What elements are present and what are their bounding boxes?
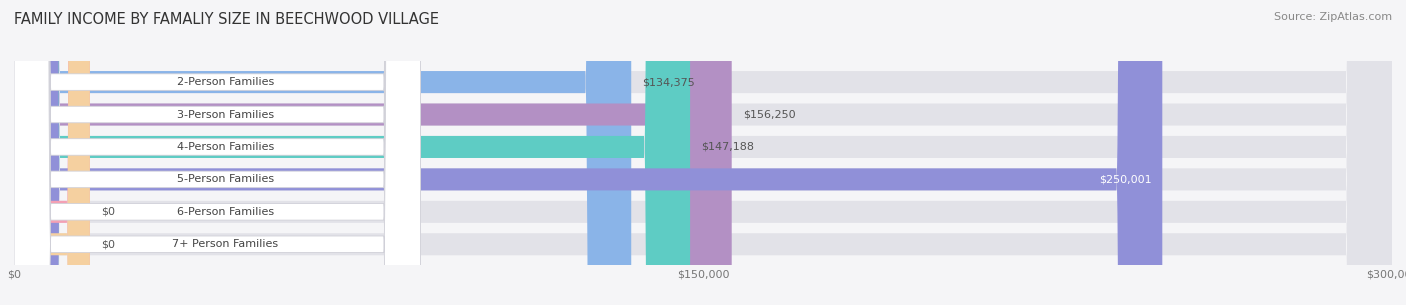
Text: 7+ Person Families: 7+ Person Families bbox=[173, 239, 278, 249]
FancyBboxPatch shape bbox=[14, 0, 731, 305]
FancyBboxPatch shape bbox=[14, 0, 1392, 305]
FancyBboxPatch shape bbox=[14, 0, 631, 305]
FancyBboxPatch shape bbox=[14, 0, 1163, 305]
Text: 5-Person Families: 5-Person Families bbox=[177, 174, 274, 185]
FancyBboxPatch shape bbox=[14, 0, 1392, 305]
FancyBboxPatch shape bbox=[14, 0, 420, 305]
FancyBboxPatch shape bbox=[14, 0, 1392, 305]
Text: $250,001: $250,001 bbox=[1098, 174, 1152, 185]
Text: Source: ZipAtlas.com: Source: ZipAtlas.com bbox=[1274, 12, 1392, 22]
Text: 2-Person Families: 2-Person Families bbox=[177, 77, 274, 87]
Text: $134,375: $134,375 bbox=[643, 77, 695, 87]
FancyBboxPatch shape bbox=[14, 0, 1392, 305]
Text: $156,250: $156,250 bbox=[742, 109, 796, 120]
FancyBboxPatch shape bbox=[14, 0, 90, 305]
FancyBboxPatch shape bbox=[14, 0, 90, 305]
Text: $0: $0 bbox=[101, 239, 115, 249]
FancyBboxPatch shape bbox=[14, 0, 690, 305]
FancyBboxPatch shape bbox=[14, 0, 420, 305]
FancyBboxPatch shape bbox=[14, 0, 1392, 305]
FancyBboxPatch shape bbox=[14, 0, 420, 305]
FancyBboxPatch shape bbox=[14, 0, 420, 305]
FancyBboxPatch shape bbox=[14, 0, 420, 305]
Text: $0: $0 bbox=[101, 207, 115, 217]
Text: 6-Person Families: 6-Person Families bbox=[177, 207, 274, 217]
Text: $147,188: $147,188 bbox=[702, 142, 754, 152]
Text: FAMILY INCOME BY FAMALIY SIZE IN BEECHWOOD VILLAGE: FAMILY INCOME BY FAMALIY SIZE IN BEECHWO… bbox=[14, 12, 439, 27]
FancyBboxPatch shape bbox=[14, 0, 1392, 305]
FancyBboxPatch shape bbox=[14, 0, 420, 305]
Text: 3-Person Families: 3-Person Families bbox=[177, 109, 274, 120]
Text: 4-Person Families: 4-Person Families bbox=[177, 142, 274, 152]
